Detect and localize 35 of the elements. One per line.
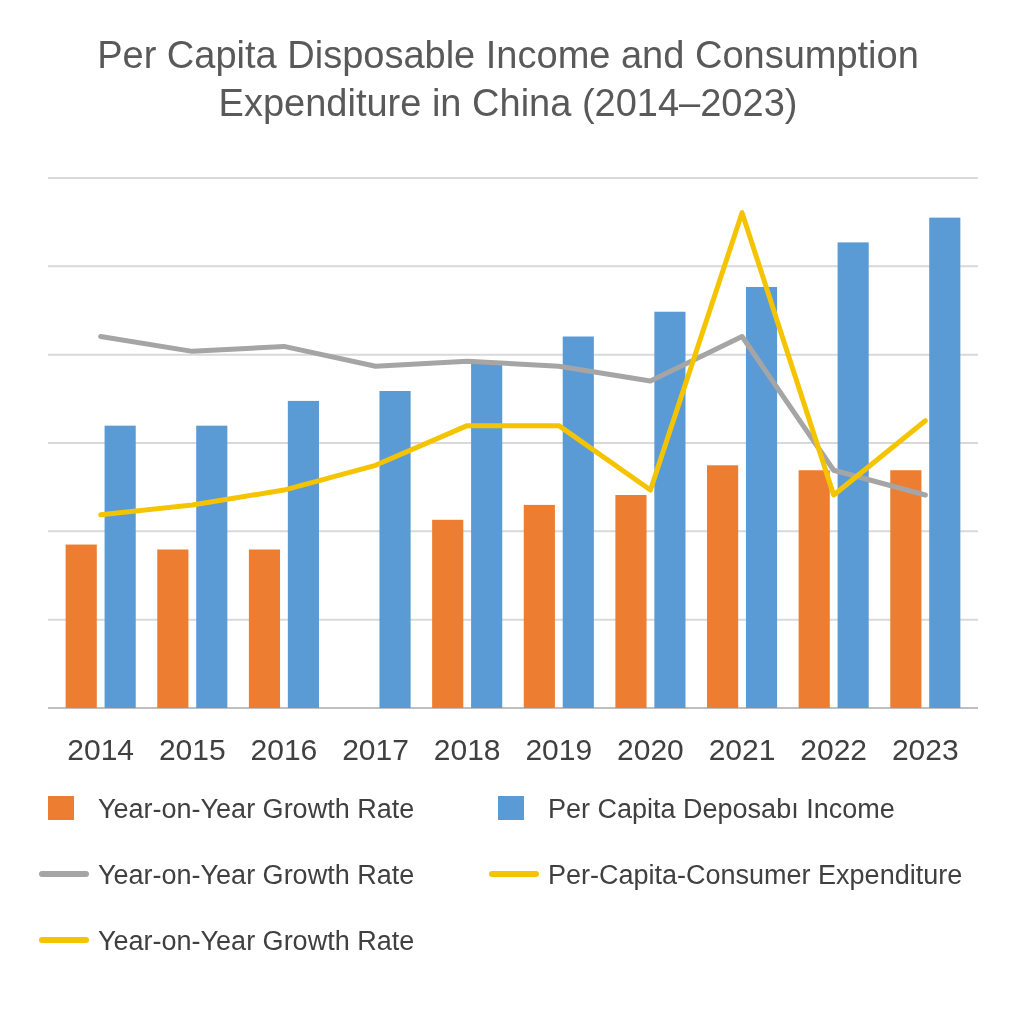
legend-label: Year-on-Year Growth Rate — [98, 926, 415, 956]
bar — [837, 242, 869, 708]
x-tick-label: 2018 — [433, 733, 501, 766]
x-tick-label: 2022 — [800, 733, 868, 766]
legend-label: Year-on-Year Growth Rate — [98, 794, 415, 824]
bar — [65, 544, 97, 708]
x-tick-label: 2017 — [342, 733, 409, 766]
bar — [248, 549, 281, 708]
bar — [562, 336, 594, 708]
bar — [798, 470, 830, 708]
legend-label: Per Capita Deposabı Income — [548, 794, 895, 824]
bar — [471, 361, 503, 708]
bar — [890, 470, 922, 708]
bar — [287, 400, 319, 708]
x-tick-label: 2019 — [525, 733, 593, 766]
bar — [615, 495, 647, 708]
bar — [654, 311, 686, 708]
bar — [379, 390, 411, 708]
x-tick-label: 2020 — [617, 733, 684, 766]
x-tick-label: 2016 — [250, 733, 318, 766]
bar — [104, 425, 136, 708]
x-tick-label: 2014 — [67, 733, 135, 766]
x-tick-label: 2021 — [708, 733, 776, 766]
bar — [929, 217, 961, 708]
bar — [523, 504, 555, 708]
chart-title: Per Capita Disposable Income and Consumption Expenditure in China (2014–2023) — [97, 34, 919, 124]
bar — [707, 465, 739, 708]
x-tick-label: 2015 — [158, 733, 226, 766]
legend-label: Year-on-Year Growth Rate — [98, 860, 415, 890]
bar — [157, 549, 189, 708]
x-tick-label: 2023 — [891, 733, 959, 766]
bar — [196, 425, 228, 708]
bar — [745, 286, 778, 708]
bar — [432, 519, 464, 708]
legend-label: Per-Capita-Consumer Expenditure — [548, 860, 963, 890]
